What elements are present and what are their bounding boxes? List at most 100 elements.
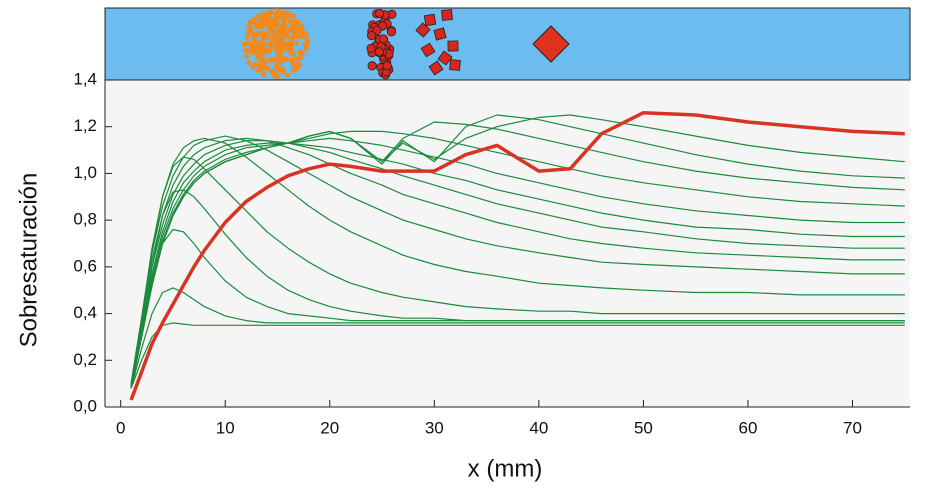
orange-particle: [269, 38, 275, 44]
red-particle: [374, 47, 385, 57]
orange-particle: [274, 22, 280, 28]
orange-particle: [303, 45, 309, 51]
series-line: [130, 137, 905, 384]
orange-particle: [273, 11, 279, 18]
orange-particle: [274, 7, 280, 14]
x-tick-label: 30: [425, 418, 444, 437]
x-tick-label: 70: [843, 418, 862, 437]
orange-particle: [269, 28, 276, 34]
red-crystal: [423, 13, 437, 27]
orange-particle: [252, 39, 258, 45]
red-particle: [367, 61, 377, 71]
red-crystal: [433, 27, 447, 41]
orange-particle: [296, 23, 302, 29]
orange-particle: [258, 24, 265, 30]
x-tick-label: 40: [529, 418, 548, 437]
y-tick-label: 0,8: [73, 210, 97, 229]
orange-particle: [293, 40, 300, 46]
red-crystal: [449, 59, 461, 71]
orange-particle: [250, 64, 256, 70]
orange-particle: [268, 68, 274, 74]
series-line: [130, 156, 905, 384]
series-line: [130, 142, 905, 387]
series-line: [130, 189, 905, 387]
x-tick-label: 10: [216, 418, 235, 437]
particles: [241, 7, 461, 80]
orange-particle: [280, 11, 287, 17]
y-tick-label: 0,0: [73, 396, 97, 415]
orange-particle: [267, 9, 274, 15]
orange-particle: [276, 28, 283, 34]
orange-particle: [285, 33, 291, 40]
plot-area: [105, 80, 910, 407]
orange-particle: [287, 45, 293, 51]
orange-particle: [248, 46, 254, 52]
red-particle: [367, 31, 377, 41]
red-crystal: [437, 50, 453, 66]
orange-particle: [263, 48, 269, 54]
red-crystal: [428, 60, 444, 76]
series-line: [130, 114, 905, 389]
y-tick-label: 1,4: [73, 69, 97, 88]
orange-particle: [261, 71, 267, 78]
orange-particle: [297, 48, 303, 55]
orange-particle: [276, 47, 282, 54]
orange-particle: [275, 52, 281, 58]
series-line: [130, 140, 905, 387]
red-particle: [382, 61, 392, 71]
orange-particle: [287, 18, 293, 24]
orange-particle: [251, 18, 257, 25]
orange-particle: [294, 56, 300, 62]
series-line: [129, 110, 905, 401]
y-axis-title: Sobresaturación: [15, 173, 42, 348]
y-tick-label: 0,4: [73, 303, 97, 322]
orange-particle: [260, 41, 267, 48]
orange-particle: [271, 73, 277, 79]
orange-particle: [260, 35, 266, 41]
red-particle: [378, 34, 389, 44]
orange-particle: [259, 64, 265, 71]
orange-particle: [246, 60, 252, 66]
red-crystal: [441, 9, 453, 21]
orange-particle: [298, 52, 304, 59]
orange-particle: [281, 31, 287, 37]
orange-particle: [267, 57, 273, 64]
orange-particle: [267, 22, 274, 28]
orange-particle: [278, 65, 285, 72]
orange-particle: [257, 54, 263, 60]
orange-particle: [289, 57, 295, 63]
orange-particle: [291, 22, 297, 28]
orange-particle: [259, 18, 265, 24]
orange-particle: [290, 13, 297, 19]
orange-particle: [284, 56, 290, 62]
orange-particle: [253, 24, 260, 31]
orange-particle: [281, 20, 287, 26]
orange-particle: [290, 68, 296, 74]
red-crystal: [420, 42, 436, 58]
orange-particle: [244, 53, 250, 59]
x-tick-label: 0: [116, 418, 125, 437]
orange-particle: [287, 49, 293, 55]
orange-particle: [301, 29, 307, 36]
series-line: [130, 137, 905, 384]
series-line: [130, 137, 905, 387]
orange-particle: [284, 72, 290, 78]
orange-particle: [252, 44, 258, 50]
orange-particle: [295, 64, 301, 71]
red-crystal: [447, 40, 459, 52]
y-tick-label: 1,0: [73, 163, 97, 182]
orange-particle: [291, 62, 297, 68]
orange-particle: [244, 34, 250, 40]
large-crystal: [532, 25, 570, 63]
orange-particle: [268, 44, 274, 50]
orange-particle: [295, 31, 301, 37]
x-tick-label: 20: [320, 418, 339, 437]
x-tick-label: 60: [738, 418, 757, 437]
orange-particle: [289, 36, 295, 42]
orange-particle: [285, 13, 291, 19]
series-line: [130, 130, 905, 389]
orange-particle: [256, 41, 262, 47]
red-particle: [386, 27, 397, 37]
x-tick-label: 50: [634, 418, 653, 437]
